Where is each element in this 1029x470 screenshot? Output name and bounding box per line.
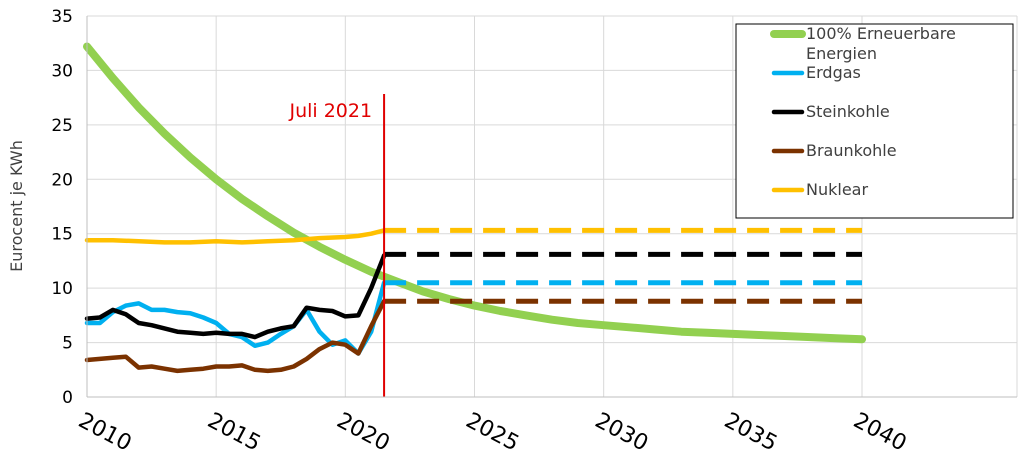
y-tick-label: 5 [62, 334, 73, 354]
annotation: Juli 2021 [288, 94, 386, 397]
series-line-nuklear [84, 228, 387, 245]
x-tick-label: 2035 [720, 408, 781, 456]
series-line-steinkohle [84, 253, 387, 340]
x-tick-label: 2020 [333, 408, 394, 456]
series-layer [83, 42, 866, 374]
x-tick-label: 2030 [591, 408, 652, 456]
legend-label: Energien [806, 44, 877, 63]
y-tick-label: 30 [51, 61, 73, 81]
y-tick-label: 0 [62, 388, 73, 408]
y-tick-label: 25 [51, 116, 73, 136]
y-tick-label: 10 [51, 279, 73, 299]
legend-box [735, 23, 1014, 219]
x-tick-label: 2010 [74, 408, 135, 456]
annotation-label: Juli 2021 [288, 100, 372, 122]
legend-label: Braunkohle [806, 141, 897, 160]
legend-label: Erdgas [806, 63, 861, 82]
x-tick-label: 2040 [849, 408, 910, 456]
legend-label: 100% Erneuerbare [806, 24, 956, 43]
x-tick-label: 2025 [462, 408, 523, 456]
legend-label: Steinkohle [806, 102, 890, 121]
x-tick-label: 2015 [203, 408, 264, 456]
y-tick-label: 20 [51, 170, 73, 190]
y-tick-label: 35 [51, 7, 73, 27]
y-axis-label: Eurocent je KWh [7, 140, 26, 272]
y-tick-label: 15 [51, 225, 73, 245]
series-line-100-erneuerbare-energien [83, 42, 866, 344]
legend-label: Nuklear [806, 180, 868, 199]
series-line-braunkohle [84, 298, 387, 374]
